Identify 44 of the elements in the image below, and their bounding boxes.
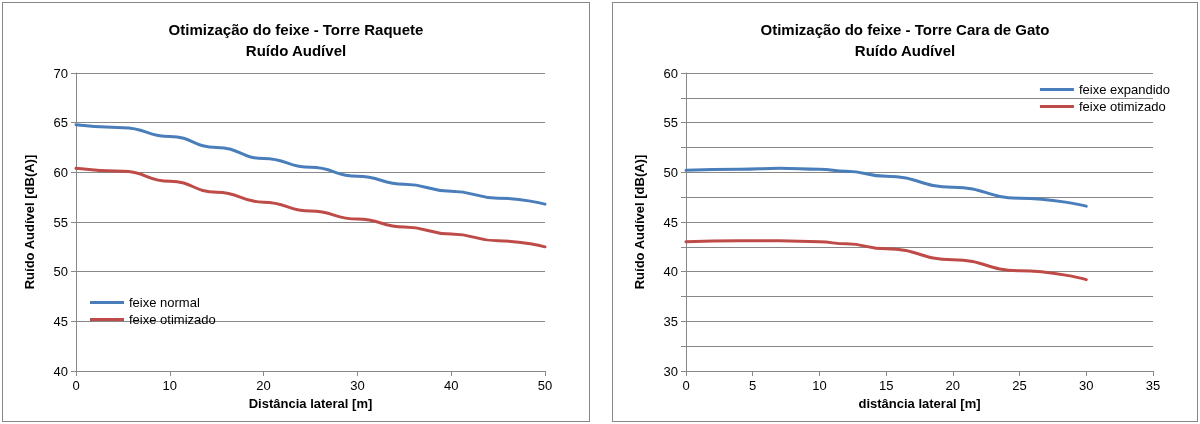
y-tick-label: 45 xyxy=(53,313,68,329)
y-tick-label: 60 xyxy=(53,164,68,180)
y-tick-label: 35 xyxy=(663,313,678,329)
line-series xyxy=(74,123,547,206)
y-tick-label: 50 xyxy=(53,264,68,280)
x-axis-title: Distância lateral [m] xyxy=(248,395,373,411)
x-tick-label: 15 xyxy=(878,378,894,393)
y-axis-title: Ruído Audível [dB(A)] xyxy=(22,154,37,290)
y-tick-label: 50 xyxy=(663,164,678,180)
line-series xyxy=(684,239,1088,282)
line-series xyxy=(74,166,547,249)
x-tick-label: 10 xyxy=(162,378,178,393)
y-tick-label: 55 xyxy=(663,115,678,131)
legend-label: feixe otimizado xyxy=(129,312,216,327)
x-tick-label: 20 xyxy=(945,378,961,393)
y-tick-label: 30 xyxy=(663,363,678,379)
line-series xyxy=(684,166,1088,208)
x-tick-label: 10 xyxy=(812,378,827,393)
y-tick-label: 40 xyxy=(53,363,68,379)
legend-label: feixe expandido xyxy=(1078,82,1171,97)
x-tick-label: 40 xyxy=(443,378,459,393)
x-tick-label: 30 xyxy=(1079,378,1094,393)
x-tick-label: 0 xyxy=(682,378,690,393)
y-tick-label: 55 xyxy=(53,214,68,230)
chart-subtitle: Ruído Audível xyxy=(854,42,956,59)
y-tick-label: 70 xyxy=(53,65,68,81)
x-tick-label: 20 xyxy=(256,378,271,393)
y-tick-label: 40 xyxy=(663,264,678,280)
x-tick-label: 25 xyxy=(1012,378,1027,393)
x-tick-label: 0 xyxy=(72,378,80,393)
chart-title: Otimização do feixe - Torre Raquete xyxy=(168,21,424,38)
y-tick-label: 45 xyxy=(663,214,678,230)
y-tick-label: 60 xyxy=(663,65,678,81)
legend-label: feixe otimizado xyxy=(1078,99,1166,114)
x-tick-label: 35 xyxy=(1145,378,1161,393)
y-axis-title: Ruído Audível [dB(A)] xyxy=(632,154,647,290)
chart-subtitle: Ruído Audível xyxy=(245,42,347,59)
chart-title: Otimização do feixe - Torre Cara de Gato xyxy=(760,21,1050,38)
x-tick-label: 30 xyxy=(350,378,365,393)
y-tick-label: 65 xyxy=(53,115,68,131)
x-tick-label: 5 xyxy=(749,378,757,393)
x-axis-title: distância lateral [m] xyxy=(858,395,981,411)
x-tick-label: 50 xyxy=(537,378,553,393)
legend-label: feixe normal xyxy=(129,295,200,310)
